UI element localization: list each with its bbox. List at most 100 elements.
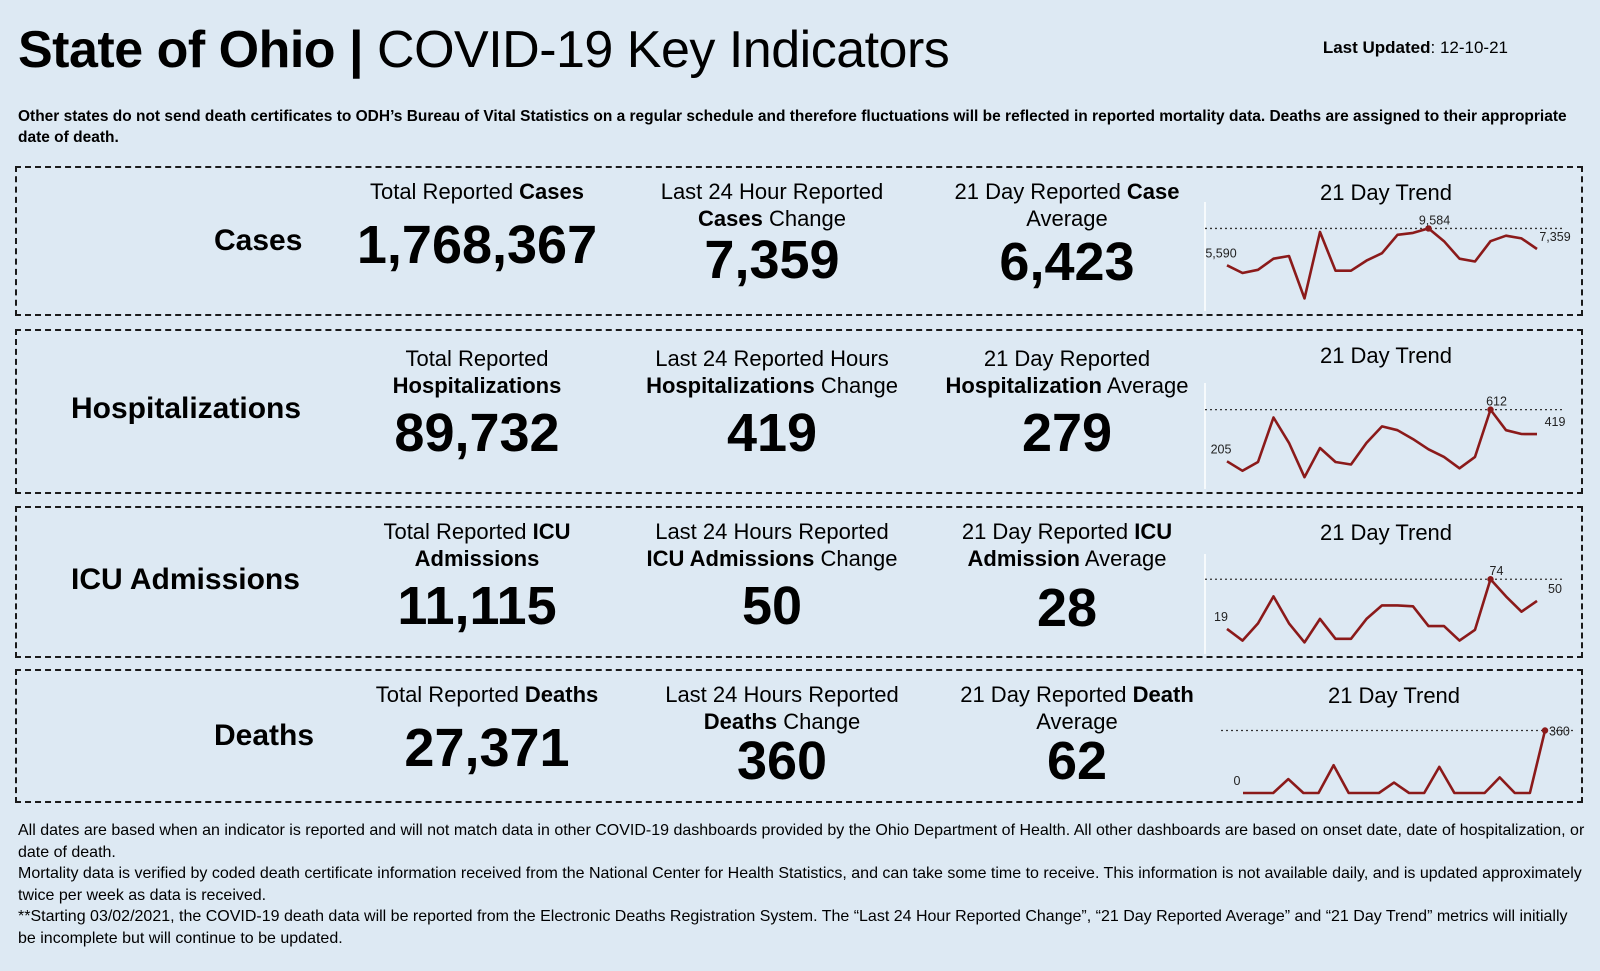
hospitalizations-change-value: 419 [726, 403, 818, 463]
icu-total-header-text: Total Reported [383, 519, 533, 544]
deaths-change-header-post: Change [777, 709, 861, 734]
icu-change-header-bold: ICU Admissions [646, 546, 815, 571]
hospitalizations-panel: Hospitalizations Total Reported Hospitali… [15, 329, 1583, 494]
cases-trend-chart-max-point [1425, 225, 1432, 232]
icu-total-value: 11,115 [397, 576, 557, 636]
cases-change-header-line1: Last 24 Hour Reported [660, 179, 884, 204]
cases-change-value: 7,359 [704, 230, 840, 290]
deaths-total-header: Total Reported Deaths [332, 681, 642, 708]
hospitalizations-trend-chart-max-label: 612 [1486, 395, 1507, 409]
deaths-panel: Deaths Total Reported Deaths 27,371 Last… [15, 669, 1583, 803]
hospitalizations-change-header-bold: Hospitalizations [646, 373, 815, 398]
hospitalizations-trend-chart-max-point [1487, 406, 1494, 413]
deaths-average-header: 21 Day Reported Death Average [907, 681, 1247, 735]
icu-trend-chart-end-label: 50 [1548, 582, 1562, 596]
icu-total-header-bold2: Admissions [414, 546, 540, 571]
last-updated: Last Updated: 12-10-21 [1323, 38, 1508, 58]
icu-total: Total Reported ICU Admissions 11,115 [322, 518, 632, 636]
icu-change-header-post: Change [814, 546, 898, 571]
icu-change-header-line1: Last 24 Hours Reported [655, 519, 889, 544]
icu-average-header-text: 21 Day Reported [961, 519, 1135, 544]
cases-trend-chart-series-line [1226, 227, 1538, 300]
footer-note-dates: All dates are based when an indicator is… [18, 822, 1585, 861]
deaths-average-header-bold: Death [1132, 682, 1194, 707]
cases-change-header-bold: Cases [697, 206, 763, 231]
cases-total-header-text: Total Reported [369, 179, 520, 204]
deaths-change-header-line1: Last 24 Hours Reported [665, 682, 899, 707]
icu-trend: 21 Day Trend 19 74 50 [1204, 508, 1567, 656]
hospitalizations-average-header-bold: Hospitalization [945, 373, 1102, 398]
deaths-average: 21 Day Reported Death Average 62 [907, 681, 1247, 791]
cases-change-header-post: Change [762, 206, 847, 231]
hospitalizations-change-header: Last 24 Reported Hours Hospitalizations C… [602, 345, 942, 399]
cases-trend: 21 Day Trend 5,590 9,584 7,359 [1204, 168, 1571, 314]
header: State of Ohio | COVID-19 Key Indicators … [18, 18, 1582, 80]
cases-average-value: 6,423 [999, 232, 1135, 292]
icu-average-header-bold: ICU [1134, 519, 1173, 544]
deaths-trend-chart-start-label: 0 [1234, 774, 1241, 788]
hospitalizations-trend-chart: 205 612 419 [1204, 383, 1565, 489]
hospitalizations-change-header-line1: Last 24 Reported Hours [655, 346, 889, 371]
deaths-row-label: Deaths [214, 719, 315, 752]
footer-notes: All dates are based when an indicator is… [18, 820, 1588, 949]
page-title: State of Ohio | COVID-19 Key Indicators [18, 21, 950, 79]
deaths-trend-chart: 0 360 [1221, 724, 1573, 795]
icu-trend-chart-max-point [1487, 576, 1494, 583]
deaths-trend-chart-max-label: 360 [1549, 724, 1570, 738]
hospitalizations-change-header-post: Change [814, 373, 898, 398]
deaths-average-value: 62 [1046, 731, 1108, 791]
cases-average-header-text: 21 Day Reported [954, 179, 1127, 204]
deaths-change: Last 24 Hours Reported Deaths Change 360 [612, 681, 952, 791]
deaths-average-header-text: 21 Day Reported [960, 682, 1133, 707]
footer-note-mortality: Mortality data is verified by coded deat… [18, 865, 1582, 904]
deaths-total-value: 27,371 [404, 718, 570, 778]
cases-trend-chart-max-label: 9,584 [1419, 213, 1450, 227]
hospitalizations-total-header: Total Reported Hospitalizations [322, 345, 632, 399]
hospitalizations-row-label: Hospitalizations [71, 392, 302, 425]
deaths-total-header-bold: Deaths [524, 682, 599, 707]
icu-average-header-bold2: Admission [967, 546, 1080, 571]
cases-change-header: Last 24 Hour Reported Cases Change [612, 178, 932, 232]
cases-total: Total Reported Cases 1,768,367 [322, 178, 632, 275]
hospitalizations-average-header-line1: 21 Day Reported [983, 346, 1151, 371]
hospitalizations-average-value: 279 [1021, 403, 1113, 463]
title-bold: State of Ohio | [18, 21, 364, 79]
icu-total-header-bold: ICU [532, 519, 571, 544]
cases-change: Last 24 Hour Reported Cases Change 7,359 [612, 178, 932, 290]
hospitalizations-total-header-bold: Hospitalizations [392, 373, 562, 398]
hospitalizations-change: Last 24 Reported Hours Hospitalizations C… [602, 345, 942, 463]
cases-trend-title: 21 Day Trend [1319, 180, 1453, 205]
icu-trend-chart-max-label: 74 [1490, 564, 1504, 578]
last-updated-value: : 12-10-21 [1430, 38, 1509, 57]
deaths-change-value: 360 [736, 731, 828, 791]
hospitalizations-total-header-line1: Total Reported [405, 346, 549, 371]
hospitalizations-average: 21 Day Reported Hospitalization Average 2… [897, 345, 1237, 463]
icu-trend-title: 21 Day Trend [1319, 520, 1453, 545]
cases-panel: Cases Total Reported Cases 1,768,367 Las… [15, 166, 1583, 316]
icu-row-label: ICU Admissions [71, 563, 300, 596]
hospitalizations-total-value: 89,732 [394, 403, 560, 463]
icu-panel: ICU Admissions Total Reported ICU Admissi… [15, 506, 1583, 658]
icu-trend-chart: 19 74 50 [1204, 554, 1565, 654]
icu-average-value: 28 [1036, 578, 1098, 638]
cases-average-header-line2: Average [1026, 206, 1108, 231]
deaths-trend-chart-max-point [1541, 727, 1549, 734]
cases-row-label: Cases [214, 224, 303, 257]
icu-change-value: 50 [741, 576, 803, 636]
hospitalizations-average-header: 21 Day Reported Hospitalization Average [897, 345, 1237, 399]
icu-average-header: 21 Day Reported ICU Admission Average [897, 518, 1237, 572]
cases-trend-chart-start-label: 5,590 [1205, 246, 1236, 260]
icu-average: 21 Day Reported ICU Admission Average 28 [897, 518, 1237, 638]
icu-trend-chart-start-label: 19 [1214, 610, 1228, 624]
icu-change: Last 24 Hours Reported ICU Admissions Cha… [602, 518, 942, 636]
hospitalizations-total: Total Reported Hospitalizations 89,732 [322, 345, 632, 463]
cases-trend-chart: 5,590 9,584 7,359 [1204, 202, 1571, 311]
deaths-change-header-bold: Deaths [703, 709, 778, 734]
deaths-average-header-line2: Average [1036, 709, 1118, 734]
deaths-trend-chart-series-line [1243, 730, 1547, 795]
hospitalizations-trend-chart-start-label: 205 [1211, 442, 1232, 456]
cases-average-header: 21 Day Reported Case Average [907, 178, 1227, 232]
icu-average-header-post: Average [1080, 546, 1167, 571]
cases-average-header-bold: Case [1126, 179, 1180, 204]
last-updated-label: Last Updated [1322, 38, 1431, 57]
